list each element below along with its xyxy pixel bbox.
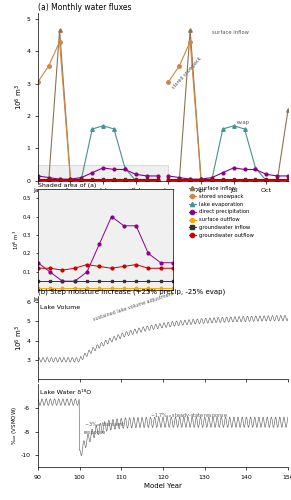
Text: Lake Volume: Lake Volume bbox=[40, 305, 80, 310]
Text: ~1.7‰$_o$ steady-state response: ~1.7‰$_o$ steady-state response bbox=[150, 412, 228, 420]
Text: ~3‰$_o$ transient
response: ~3‰$_o$ transient response bbox=[84, 420, 125, 435]
Y-axis label: 10$^6$ m$^3$: 10$^6$ m$^3$ bbox=[13, 324, 25, 350]
Text: Lake Water δ¹⁸O: Lake Water δ¹⁸O bbox=[40, 390, 91, 396]
Text: evap: evap bbox=[237, 120, 250, 125]
Text: sustained lake volume adjustment: sustained lake volume adjustment bbox=[92, 292, 174, 322]
Text: surface inflow: surface inflow bbox=[212, 30, 249, 35]
Text: (a) Monthly water fluxes: (a) Monthly water fluxes bbox=[38, 2, 131, 12]
Y-axis label: 10$^6$ m$^3$: 10$^6$ m$^3$ bbox=[13, 84, 25, 110]
Y-axis label: 10$^6$ m$^3$: 10$^6$ m$^3$ bbox=[12, 230, 21, 250]
Y-axis label: ‰$_o$ (VSMOW): ‰$_o$ (VSMOW) bbox=[10, 406, 19, 446]
Legend: surface inflow, stored snowpack, lake evaporation, direct precipitation, surface: surface inflow, stored snowpack, lake ev… bbox=[189, 186, 254, 238]
X-axis label: Model Year: Model Year bbox=[144, 482, 182, 488]
Text: stored snowpack: stored snowpack bbox=[172, 56, 203, 90]
Bar bbox=[38, 164, 168, 181]
Text: (b) Step moisture increase (+25% precip, -25% evap): (b) Step moisture increase (+25% precip,… bbox=[38, 288, 225, 295]
Text: Shaded area of (a): Shaded area of (a) bbox=[38, 183, 96, 188]
